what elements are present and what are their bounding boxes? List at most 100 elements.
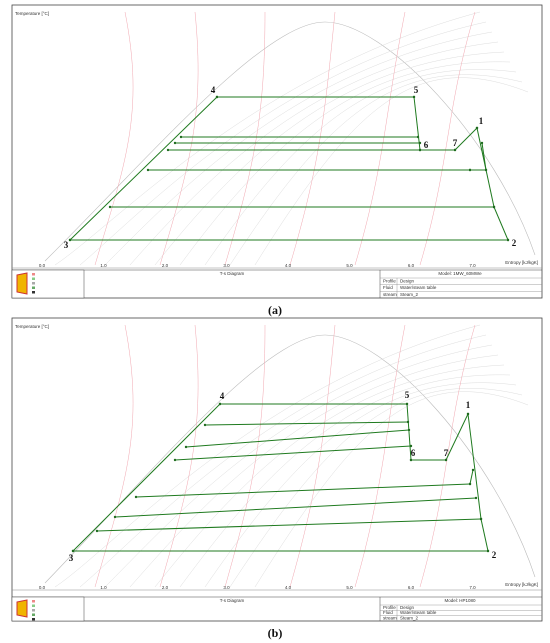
panel: Temperature [°C] Entropy [kJ/kgK] 0.0 1.0 2.…	[11, 317, 543, 640]
isobar	[129, 41, 499, 266]
legend-swatch	[32, 282, 35, 285]
state-dot	[68, 238, 72, 242]
row-label: Fluid	[383, 610, 393, 615]
isobar	[54, 324, 481, 588]
legend-swatch	[32, 273, 35, 276]
cycle-line	[413, 96, 421, 151]
state-dot	[179, 135, 183, 139]
state-dot	[418, 148, 422, 152]
saturation-dome	[44, 334, 536, 584]
logo	[16, 272, 28, 295]
state-dot	[468, 168, 472, 172]
state-label: 4	[211, 85, 216, 95]
cycle-line	[469, 469, 474, 485]
legend-swatch	[32, 609, 35, 612]
state-dot	[173, 141, 177, 145]
state-dot	[113, 515, 117, 519]
cycle-line	[69, 96, 218, 241]
row-value: Design	[400, 279, 415, 284]
legend-swatch	[32, 286, 35, 289]
state-label: 4	[220, 391, 225, 401]
isenthalp	[224, 11, 266, 266]
isobar	[54, 11, 481, 266]
panel: Temperature [°C] Entropy [kJ/kgK] 0.0 1.0 2.…	[11, 4, 543, 317]
state-dot	[71, 549, 75, 553]
legend-swatch	[32, 291, 35, 294]
state-dot	[184, 445, 188, 449]
state-dot	[444, 458, 448, 462]
state-dot	[108, 205, 112, 209]
panel-frame	[11, 317, 543, 622]
row-value: Design	[400, 605, 415, 610]
state-dot	[407, 428, 411, 432]
x-axis-label: Entropy [kJ/kgK]	[505, 582, 538, 587]
model: Model: HP1080	[444, 598, 476, 603]
isobar	[204, 382, 517, 588]
state-dot	[416, 135, 420, 139]
legend-swatch	[32, 618, 35, 621]
state-dot	[134, 495, 138, 499]
state-dot	[492, 205, 496, 209]
isobar	[154, 364, 505, 588]
cycle-line	[481, 142, 487, 171]
state-dot	[506, 238, 510, 242]
diagram-title: T-s Diagram	[220, 598, 245, 603]
isenthalp	[224, 324, 266, 588]
cycle-line	[72, 403, 221, 552]
state-dot	[146, 168, 150, 172]
state-dot	[405, 402, 409, 406]
cycle-line	[96, 518, 482, 532]
isobar	[179, 61, 511, 266]
cycle-line	[467, 413, 482, 520]
isobar	[179, 374, 511, 588]
x-tick-label: 6.0	[408, 585, 415, 590]
isobar	[254, 391, 529, 588]
state-label: 3	[64, 240, 69, 250]
x-tick-label: 5.0	[346, 263, 353, 268]
state-label: 1	[466, 400, 471, 410]
state-dot	[203, 423, 207, 427]
caption: (a)	[268, 303, 282, 317]
state-label: 2	[512, 238, 517, 248]
isobar	[129, 354, 499, 588]
state-dot	[471, 468, 475, 472]
legend-swatch	[32, 613, 35, 616]
x-tick-label: 4.0	[285, 263, 292, 268]
legend-swatch	[32, 604, 35, 607]
isobar	[229, 388, 523, 588]
x-tick-label: 2.0	[162, 585, 169, 590]
isenthalp	[354, 11, 406, 266]
isobar	[79, 21, 487, 266]
cycle-line	[114, 497, 477, 518]
state-dot	[218, 402, 222, 406]
x-axis-label: Entropy [kJ/kgK]	[505, 260, 538, 265]
state-dot	[480, 141, 484, 145]
state-dot	[409, 458, 413, 462]
isenthalp	[94, 324, 134, 588]
isobar	[229, 74, 523, 266]
saturation-dome	[44, 21, 536, 262]
isobar	[204, 69, 517, 266]
state-dot	[484, 168, 488, 172]
cycle-line	[454, 127, 478, 151]
y-axis-label: Temperature [°C]	[15, 11, 49, 16]
state-dot	[173, 458, 177, 462]
isobar	[104, 31, 493, 266]
cycle-line	[445, 413, 469, 461]
x-tick-label: 3.0	[223, 263, 230, 268]
x-tick-label: 0.0	[39, 585, 46, 590]
state-dot	[453, 148, 457, 152]
isobar	[104, 344, 493, 588]
isobar	[79, 334, 487, 588]
x-tick-label: 2.0	[162, 263, 169, 268]
x-tick-label: 4.0	[285, 585, 292, 590]
cycle-line	[135, 483, 471, 498]
cycle-line	[493, 206, 509, 241]
state-label: 1	[479, 116, 484, 126]
panel-frame	[11, 4, 543, 299]
state-label: 3	[69, 553, 74, 563]
state-dot	[468, 482, 472, 486]
state-dot	[486, 549, 490, 553]
x-tick-label: 6.0	[408, 263, 415, 268]
